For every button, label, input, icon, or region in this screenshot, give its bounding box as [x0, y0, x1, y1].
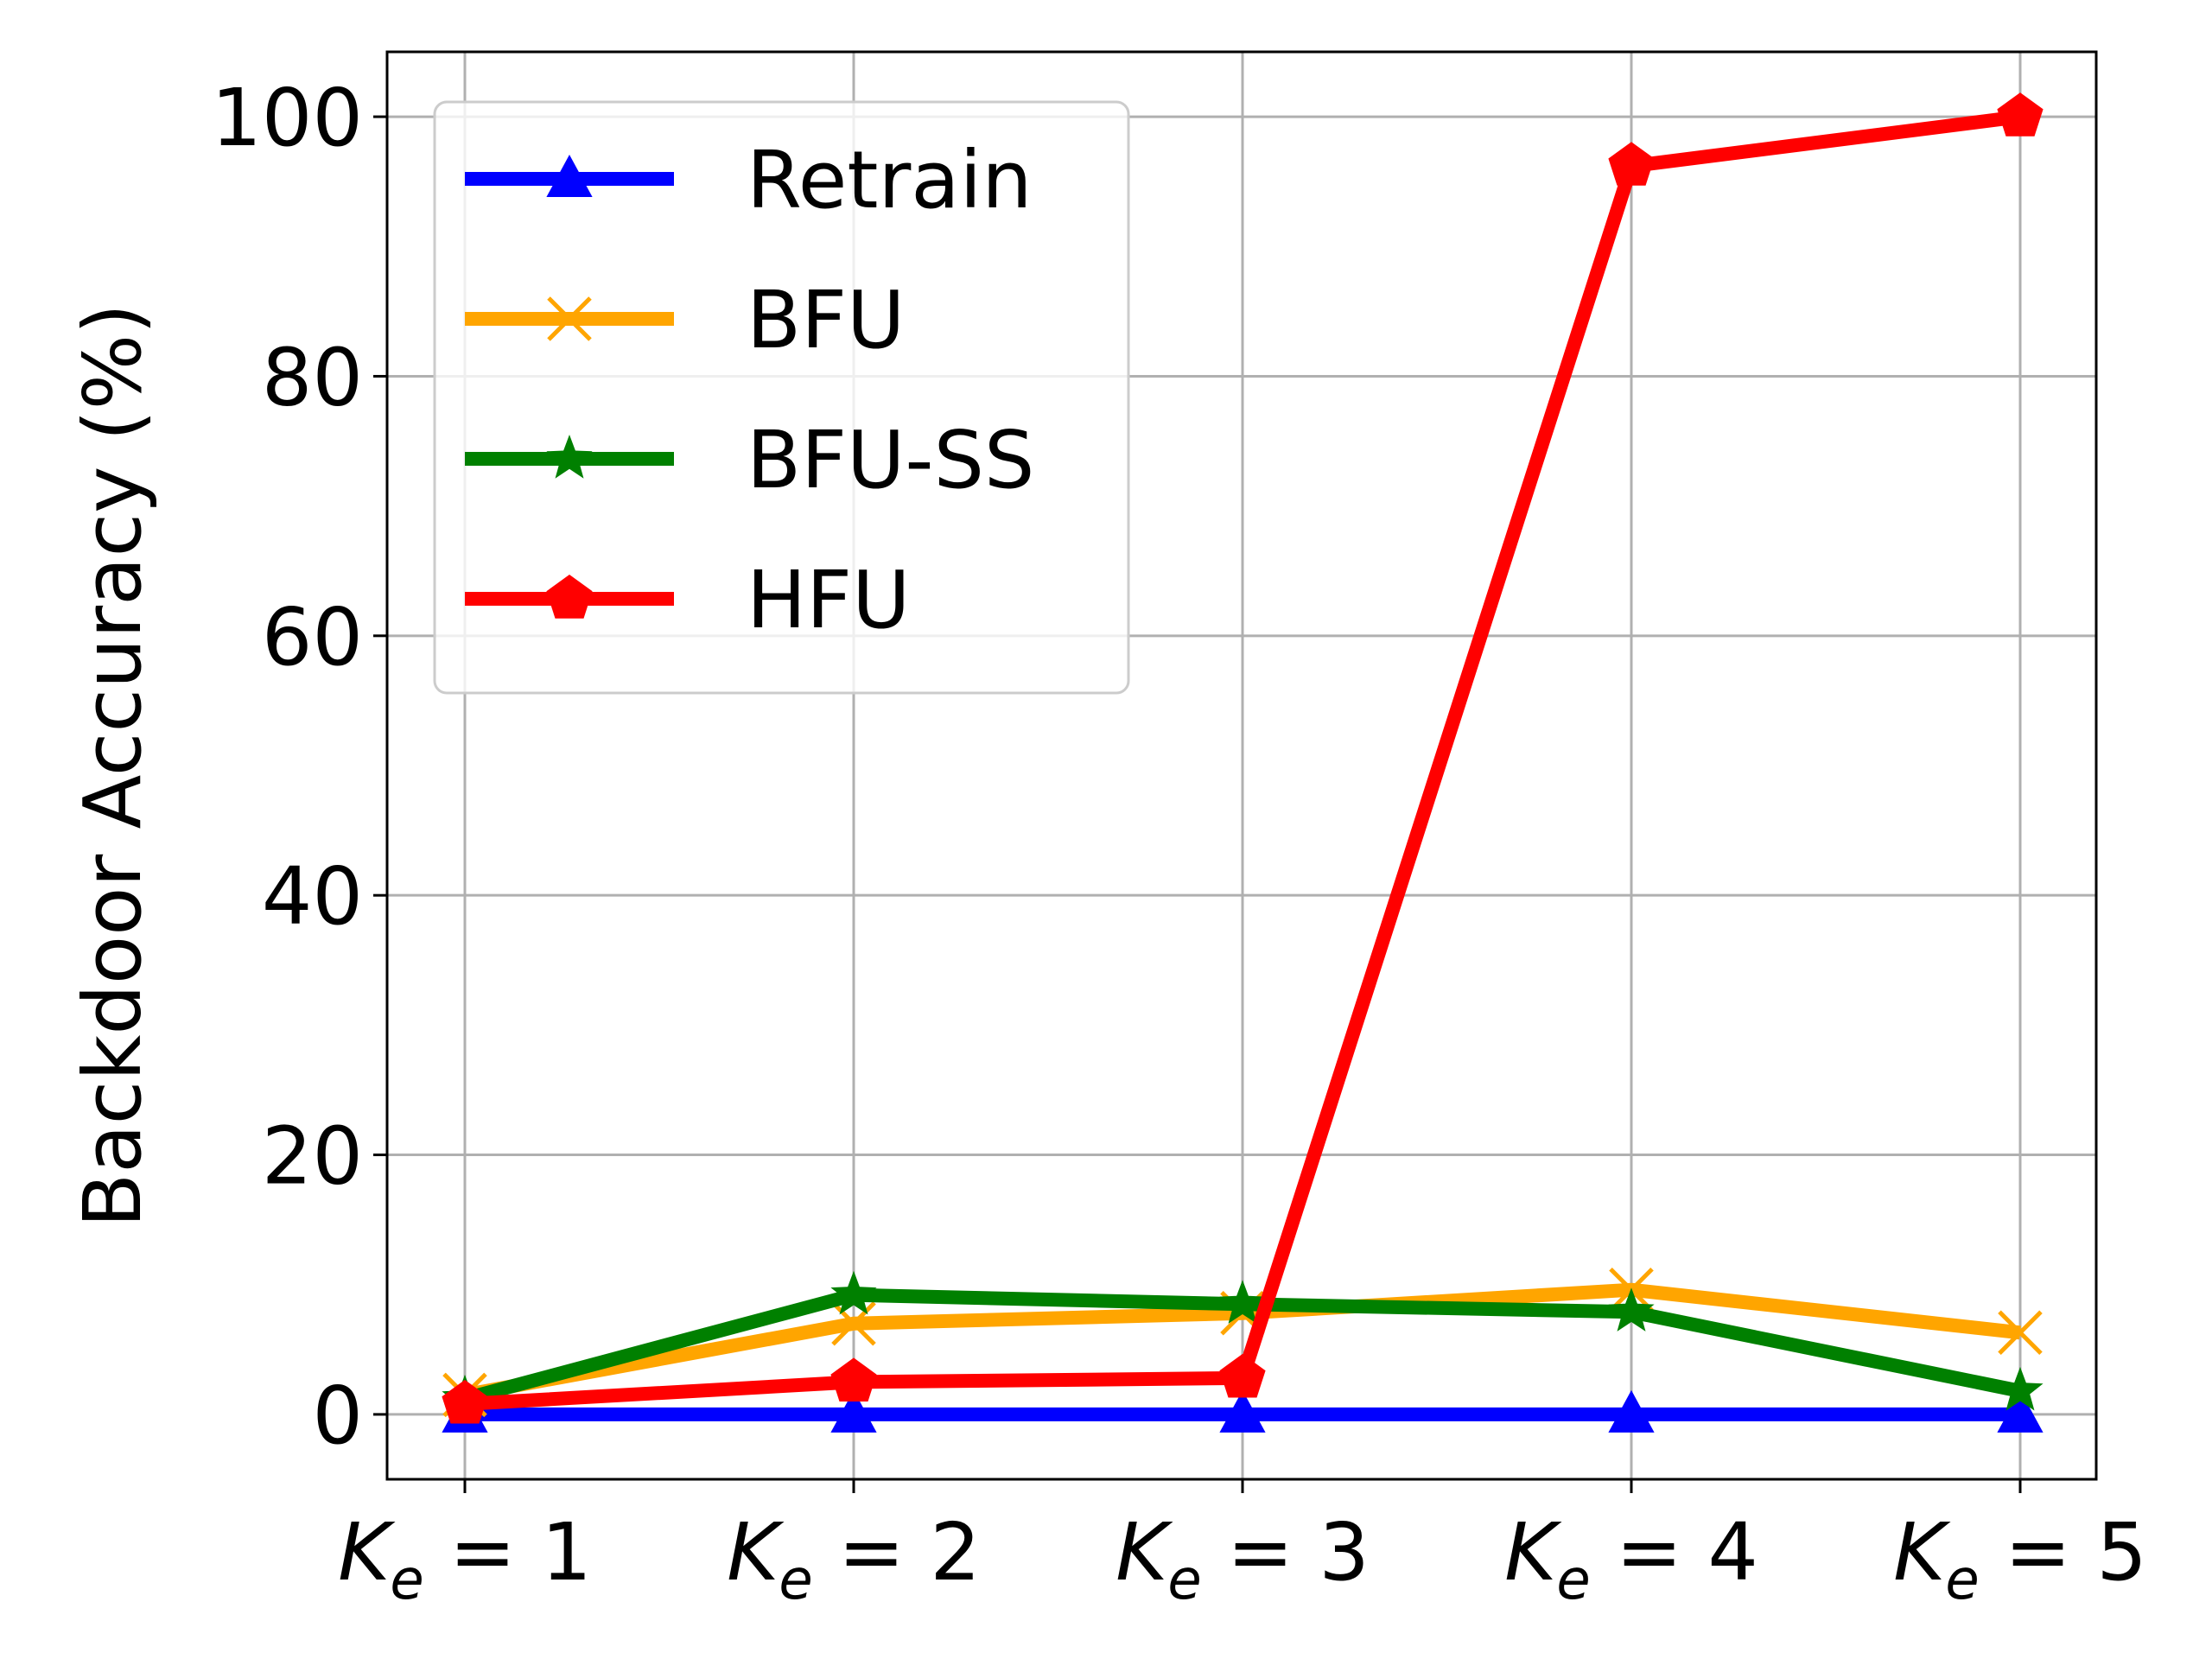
legend-item-hfu: HFU — [465, 554, 910, 646]
data-point-hfu — [1997, 92, 2044, 137]
x-tick-label: Ke = 5 — [1893, 1506, 2147, 1612]
data-point-bfu — [831, 1301, 876, 1346]
legend-item-bfu-ss: BFU-SS — [465, 414, 1034, 506]
data-point-retrain — [1608, 1389, 1655, 1433]
legend-marker-retrain — [546, 155, 593, 197]
legend-label-retrain: Retrain — [747, 134, 1033, 226]
series-layer — [442, 92, 2044, 1433]
x-tick-label: Ke = 1 — [338, 1506, 592, 1612]
data-point-bfu-ss — [1608, 1287, 1655, 1332]
y-tick-label: 80 — [262, 331, 363, 423]
y-axis-label: Backdoor Accuracy (%) — [67, 303, 159, 1228]
legend-marker-bfu-ss — [546, 435, 593, 479]
legend-box — [433, 100, 1130, 695]
legend-item-bfu: BFU — [465, 274, 905, 366]
legend: Retrain BFU BFU-SS HFU — [433, 100, 1130, 695]
y-tick-label: 20 — [262, 1110, 363, 1203]
series-hfu — [442, 92, 2044, 1424]
legend-label-hfu: HFU — [747, 554, 910, 646]
data-point-hfu — [442, 1379, 488, 1424]
data-point-hfu — [1219, 1353, 1266, 1398]
x-tick-label: Ke = 4 — [1504, 1506, 1758, 1612]
data-point-retrain — [1219, 1389, 1266, 1433]
data-point-hfu — [830, 1357, 877, 1402]
data-point-retrain — [830, 1389, 877, 1433]
y-tick-label: 40 — [262, 850, 363, 943]
y-tick-label: 0 — [312, 1370, 363, 1462]
data-point-bfu-ss — [1997, 1366, 2044, 1411]
legend-marker-hfu — [546, 575, 593, 619]
x-tick-label: Ke = 3 — [1116, 1506, 1370, 1612]
x-tick-label: Ke = 2 — [727, 1506, 981, 1612]
data-point-hfu — [1608, 142, 1655, 186]
y-tick-label: 60 — [262, 591, 363, 683]
x-axis: Ke = 1 Ke = 2 Ke = 3 Ke = 4 Ke = 5 — [338, 1479, 2147, 1612]
legend-label-bfu: BFU — [747, 274, 905, 366]
y-tick-label: 100 — [211, 72, 363, 164]
y-axis: 0 20 40 60 80 100 — [211, 72, 387, 1462]
data-point-retrain — [1997, 1389, 2044, 1433]
legend-label-bfu-ss: BFU-SS — [747, 414, 1034, 506]
legend-marker-bfu — [547, 296, 592, 341]
data-point-bfu-ss — [830, 1270, 877, 1315]
data-point-bfu — [1998, 1310, 2043, 1356]
legend-item-retrain: Retrain — [465, 134, 1033, 226]
data-point-bfu-ss — [1219, 1280, 1266, 1324]
